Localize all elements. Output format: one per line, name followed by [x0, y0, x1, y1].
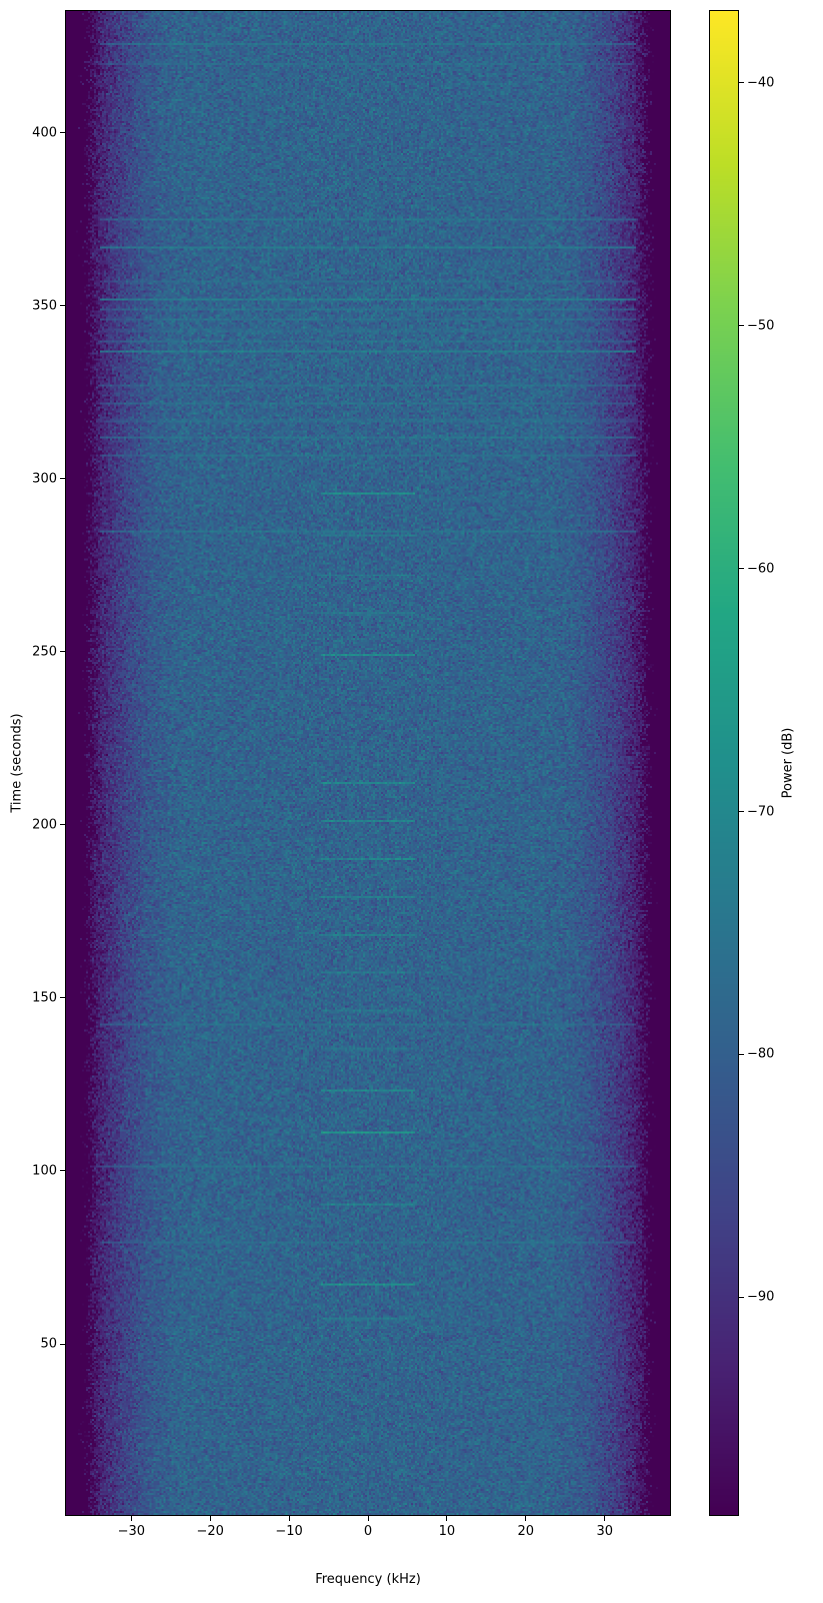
colorbar-tick-label: −40: [747, 75, 775, 91]
colorbar-label: Power (dB): [780, 727, 796, 799]
y-tick-label: 350: [32, 298, 57, 314]
x-tick-label: −10: [275, 1524, 303, 1539]
x-tick-mark: [130, 1516, 132, 1521]
colorbar: [709, 10, 739, 1516]
x-axis-label: Frequency (kHz): [315, 1572, 421, 1587]
colorbar-tick-label: −60: [747, 561, 775, 577]
x-tick-mark: [525, 1516, 527, 1521]
colorbar-gradient: [710, 11, 738, 1515]
y-tick-mark: [60, 132, 65, 134]
y-tick-label: 250: [32, 644, 57, 660]
spectrogram-heatmap: [66, 11, 670, 1515]
x-tick-mark: [209, 1516, 211, 1521]
spectrogram-plot-area: [65, 10, 671, 1516]
x-tick-mark: [288, 1516, 290, 1521]
colorbar-tick-label: −90: [747, 1289, 775, 1305]
y-tick-label: 100: [32, 1163, 57, 1179]
colorbar-tick-mark: [739, 325, 744, 327]
y-tick-mark: [60, 305, 65, 307]
y-tick-mark: [60, 997, 65, 999]
y-tick-mark: [60, 824, 65, 826]
y-tick-label: 200: [32, 817, 57, 833]
y-tick-mark: [60, 651, 65, 653]
y-tick-label: 150: [32, 990, 57, 1006]
colorbar-tick-mark: [739, 568, 744, 570]
colorbar-tick-mark: [739, 1296, 744, 1298]
colorbar-tick-label: −80: [747, 1046, 775, 1062]
colorbar-tick-label: −50: [747, 318, 775, 334]
x-tick-mark: [446, 1516, 448, 1521]
x-tick-mark: [367, 1516, 369, 1521]
x-tick-label: −30: [117, 1524, 145, 1539]
colorbar-tick-mark: [739, 811, 744, 813]
y-tick-mark: [60, 1170, 65, 1172]
x-tick-label: 20: [517, 1524, 535, 1539]
x-tick-label: 0: [363, 1524, 373, 1539]
colorbar-tick-mark: [739, 1053, 744, 1055]
x-tick-label: 30: [596, 1524, 613, 1539]
y-axis-label: Time (seconds): [9, 713, 25, 813]
y-tick-label: 400: [32, 125, 57, 141]
y-tick-mark: [60, 478, 65, 480]
colorbar-tick-mark: [739, 82, 744, 84]
y-tick-label: 300: [32, 471, 57, 487]
y-tick-label: 50: [40, 1336, 57, 1352]
x-tick-label: −20: [196, 1524, 224, 1539]
x-tick-label: 10: [438, 1524, 456, 1539]
colorbar-tick-label: −70: [747, 804, 775, 820]
y-tick-mark: [60, 1343, 65, 1345]
x-tick-mark: [604, 1516, 606, 1521]
